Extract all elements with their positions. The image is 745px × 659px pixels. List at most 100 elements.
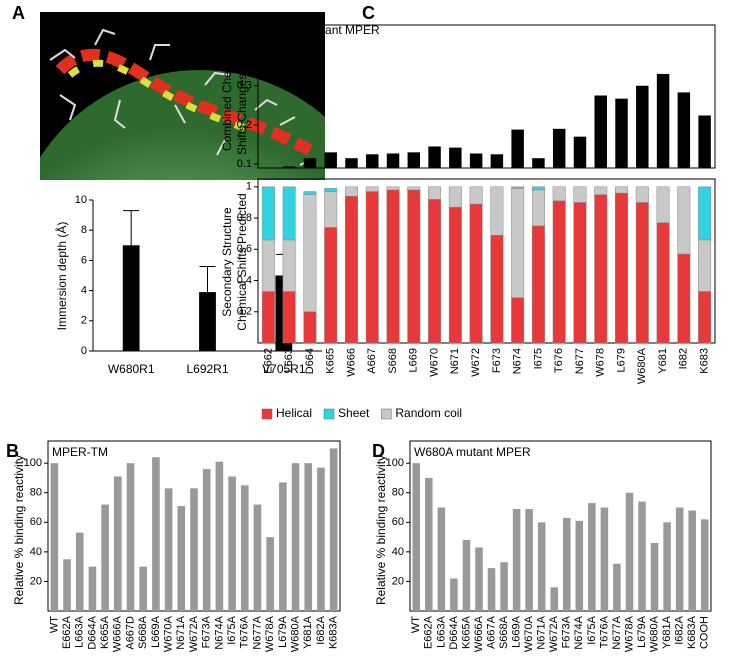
x-tick-label: W666A xyxy=(112,615,124,652)
bar xyxy=(101,504,109,611)
x-tick-label: W670A xyxy=(523,615,535,652)
bar-segment xyxy=(448,206,462,344)
panel-letter: B xyxy=(6,441,19,461)
x-tick-label: L692R1 xyxy=(186,362,228,376)
bar xyxy=(563,517,571,611)
x-tick-label: N677A xyxy=(611,615,623,649)
panel-letter: C xyxy=(362,3,375,23)
x-tick-label: K665 xyxy=(325,348,337,374)
y-tick-label: 0.6 xyxy=(237,243,252,255)
bar-segment xyxy=(615,192,629,344)
bar xyxy=(152,457,160,611)
bar-segment xyxy=(531,225,545,344)
y-tick-label: 0.3 xyxy=(237,80,252,92)
bar xyxy=(386,153,400,168)
y-tick-label: 10 xyxy=(75,194,87,206)
x-tick-label: K683A xyxy=(686,615,698,649)
bar-segment xyxy=(490,186,504,236)
panel-letter: D xyxy=(372,441,385,461)
bar xyxy=(650,543,659,611)
y-axis-label: Secondary Structure xyxy=(220,207,234,317)
bar-segment xyxy=(428,199,442,344)
x-tick-label: L663A xyxy=(74,615,86,647)
x-tick-label: E662A xyxy=(61,615,73,649)
legend-swatch xyxy=(261,408,273,420)
chart-title: W680A mutant MPER xyxy=(414,445,531,459)
x-tick-label: E662 xyxy=(262,348,274,374)
panel-letter: A xyxy=(12,3,25,23)
bar xyxy=(50,463,59,611)
x-tick-label: T676A xyxy=(598,615,610,648)
bar xyxy=(636,85,649,168)
x-tick-label: N674A xyxy=(573,615,585,649)
bar-segment xyxy=(698,239,712,292)
bar-segment xyxy=(324,191,338,228)
bar-segment xyxy=(511,188,525,298)
x-tick-label: F673A xyxy=(201,615,213,648)
bar xyxy=(126,463,135,611)
x-tick-label: WT xyxy=(410,616,422,633)
bar xyxy=(303,158,317,168)
y-tick-label: 0.2 xyxy=(237,119,252,131)
bar xyxy=(532,158,545,168)
bar xyxy=(487,568,496,611)
bar-segment xyxy=(261,186,275,241)
bar xyxy=(412,463,421,611)
bar xyxy=(615,98,628,168)
x-tick-label: D664 xyxy=(304,348,316,374)
x-tick-label: N677A xyxy=(251,615,263,649)
bar xyxy=(437,507,446,611)
bar-segment xyxy=(469,186,483,205)
bar xyxy=(75,532,84,611)
bar-segment xyxy=(469,203,483,344)
x-tick-label: I682A xyxy=(315,615,327,644)
x-tick-label: I675A xyxy=(586,615,598,644)
bar-segment xyxy=(573,186,587,203)
bar xyxy=(500,562,508,611)
bar-segment xyxy=(698,186,712,241)
bar-segment xyxy=(552,186,566,202)
error-bar xyxy=(199,265,216,293)
x-tick-label: W680A xyxy=(648,615,660,652)
bar-segment xyxy=(594,186,608,195)
bar xyxy=(511,129,524,168)
y-tick-label: 20 xyxy=(392,575,404,587)
bar-segment xyxy=(635,202,649,344)
bar xyxy=(638,501,646,611)
chart-title: W680A mutant MPER xyxy=(263,23,380,37)
bar-segment xyxy=(594,194,608,344)
y-axis-label: Shifts Changes (ppm) xyxy=(235,39,249,155)
bar-segment xyxy=(531,186,545,191)
x-tick-label: D664A xyxy=(448,615,460,649)
bar-segment xyxy=(490,234,504,344)
y-tick-label: 6 xyxy=(81,254,87,266)
bar-segment xyxy=(303,311,317,344)
x-tick-label: L669A xyxy=(511,615,523,647)
bar-segment xyxy=(365,186,379,192)
y-tick-label: 20 xyxy=(30,575,42,587)
bar-segment xyxy=(344,186,358,197)
x-tick-label: W666 xyxy=(345,348,357,377)
x-tick-label: I675A xyxy=(226,615,238,644)
bar xyxy=(329,448,338,611)
x-tick-label: L679A xyxy=(277,615,289,647)
bar xyxy=(164,488,173,611)
plot-frame xyxy=(257,178,716,344)
bar xyxy=(317,467,325,611)
bar xyxy=(304,463,313,611)
x-tick-label: Y681A xyxy=(661,615,673,649)
bar-segment xyxy=(448,186,462,208)
x-tick-label: W672A xyxy=(188,615,200,652)
bar xyxy=(228,476,236,611)
bar xyxy=(700,519,709,611)
bar xyxy=(122,245,140,351)
y-tick-label: 0.8 xyxy=(237,212,252,224)
bar xyxy=(63,559,71,611)
bar xyxy=(575,520,584,611)
y-tick-label: 80 xyxy=(30,487,42,499)
bar xyxy=(425,477,433,611)
x-tick-label: I675 xyxy=(532,348,544,369)
y-tick-label: 0.4 xyxy=(237,40,252,52)
x-tick-label: A667 xyxy=(366,348,378,374)
bar-segment xyxy=(573,202,587,344)
